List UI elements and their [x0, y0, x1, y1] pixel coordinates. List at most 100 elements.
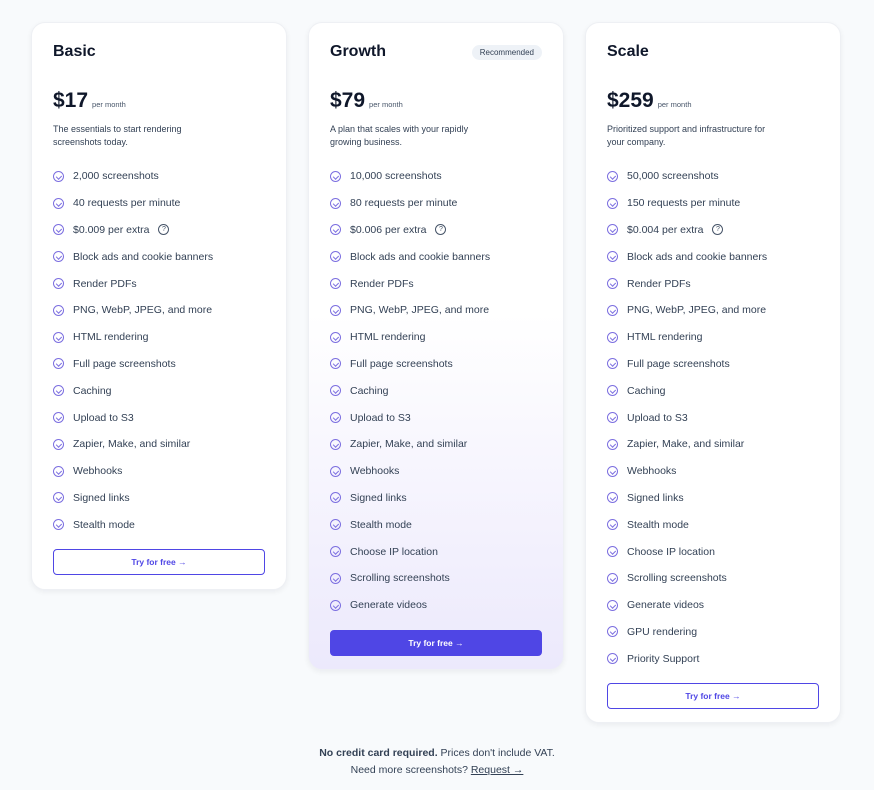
feature-label: Full page screenshots	[350, 357, 453, 370]
check-circle-icon	[607, 412, 618, 424]
plan-card-scale: Scale $259 per month Prioritized support an…	[585, 22, 841, 723]
plan-name: Scale	[607, 43, 649, 60]
try-for-free-button[interactable]: Try for free →	[53, 549, 265, 576]
price-amount: $17	[53, 89, 89, 112]
check-circle-icon	[607, 438, 618, 450]
feature-label: Full page screenshots	[73, 357, 176, 370]
feature-item: 150 requests per minute	[607, 190, 819, 217]
feature-item: $0.004 per extra?	[607, 217, 819, 244]
check-circle-icon	[607, 304, 618, 316]
check-circle-icon	[607, 251, 618, 263]
feature-label: Caching	[627, 384, 666, 397]
feature-label: HTML rendering	[350, 331, 426, 344]
check-circle-icon	[53, 224, 64, 236]
feature-label: HTML rendering	[73, 331, 149, 344]
feature-label: Scrolling screenshots	[627, 572, 727, 585]
request-link[interactable]: Request →	[470, 764, 524, 776]
check-circle-icon	[607, 492, 618, 504]
feature-label: Generate videos	[350, 599, 428, 612]
feature-item: Render PDFs	[53, 270, 265, 297]
try-for-free-button[interactable]: Try for free →	[330, 629, 542, 656]
feature-label: 80 requests per minute	[350, 197, 458, 210]
feature-item: 80 requests per minute	[330, 190, 542, 217]
feature-label: Zapier, Make, and similar	[627, 438, 745, 451]
feature-label: GPU rendering	[627, 625, 698, 638]
more-screenshots-text: Need more screenshots?	[350, 764, 471, 776]
price-period: per month	[369, 100, 403, 109]
plan-name: Growth	[330, 43, 386, 60]
feature-item: Webhooks	[330, 458, 542, 485]
help-icon[interactable]: ?	[435, 224, 447, 236]
feature-item: Upload to S3	[607, 404, 819, 431]
plan-name: Basic	[53, 43, 96, 60]
check-circle-icon	[330, 331, 341, 343]
help-icon[interactable]: ?	[158, 224, 170, 236]
check-circle-icon	[53, 385, 64, 397]
feature-label: Zapier, Make, and similar	[350, 438, 468, 451]
feature-item: Full page screenshots	[607, 351, 819, 378]
feature-label: Signed links	[73, 491, 130, 504]
check-circle-icon	[330, 465, 341, 477]
check-circle-icon	[330, 412, 341, 424]
check-circle-icon	[53, 492, 64, 504]
feature-label: 40 requests per minute	[73, 197, 181, 210]
check-circle-icon	[330, 358, 341, 370]
help-icon[interactable]: ?	[712, 224, 724, 236]
feature-item: PNG, WebP, JPEG, and more	[330, 297, 542, 324]
feature-label: Caching	[73, 384, 112, 397]
feature-item: Caching	[607, 377, 819, 404]
check-circle-icon	[607, 546, 618, 558]
feature-label: Choose IP location	[627, 545, 715, 558]
feature-label: Upload to S3	[627, 411, 688, 424]
check-circle-icon	[330, 438, 341, 450]
feature-list: 10,000 screenshots 80 requests per minute…	[330, 163, 542, 619]
feature-item: Upload to S3	[53, 404, 265, 431]
feature-label: Stealth mode	[627, 518, 689, 531]
feature-label: Webhooks	[350, 465, 400, 478]
feature-item: GPU rendering	[607, 619, 819, 646]
plan-price: $79 per month	[330, 89, 403, 113]
check-circle-icon	[607, 599, 618, 611]
feature-list: 50,000 screenshots 150 requests per minut…	[607, 163, 819, 672]
feature-label: Upload to S3	[73, 411, 134, 424]
feature-item: 50,000 screenshots	[607, 163, 819, 190]
check-circle-icon	[53, 304, 64, 316]
check-circle-icon	[53, 170, 64, 182]
feature-item: Caching	[53, 377, 265, 404]
feature-label: Caching	[350, 384, 389, 397]
feature-label: Upload to S3	[350, 411, 411, 424]
feature-label: Signed links	[350, 491, 407, 504]
check-circle-icon	[53, 412, 64, 424]
price-amount: $259	[607, 89, 654, 112]
feature-item: Caching	[330, 377, 542, 404]
try-for-free-button[interactable]: Try for free →	[607, 683, 819, 710]
check-circle-icon	[330, 546, 341, 558]
feature-list: 2,000 screenshots 40 requests per minute $…	[53, 163, 265, 538]
check-circle-icon	[330, 170, 341, 182]
feature-item: 2,000 screenshots	[53, 163, 265, 190]
feature-label: Render PDFs	[627, 277, 691, 290]
feature-label: PNG, WebP, JPEG, and more	[73, 304, 213, 317]
feature-item: Stealth mode	[53, 511, 265, 538]
feature-item: $0.009 per extra?	[53, 217, 265, 244]
check-circle-icon	[607, 626, 618, 638]
plan-price: $259 per month	[607, 89, 692, 113]
feature-item: $0.006 per extra?	[330, 217, 542, 244]
check-circle-icon	[53, 331, 64, 343]
feature-label: Webhooks	[627, 465, 677, 478]
feature-item: 10,000 screenshots	[330, 163, 542, 190]
price-period: per month	[657, 100, 692, 109]
feature-item: Block ads and cookie banners	[53, 243, 265, 270]
plan-price: $17 per month	[53, 89, 126, 113]
check-circle-icon	[53, 465, 64, 477]
vat-note: Prices don't include VAT.	[437, 747, 555, 759]
feature-item: Webhooks	[607, 458, 819, 485]
plan-description: The essentials to start rendering screen…	[53, 124, 182, 147]
feature-item: 40 requests per minute	[53, 190, 265, 217]
no-credit-card-note: No credit card required.	[319, 747, 438, 759]
feature-item: Signed links	[53, 485, 265, 512]
plan-card-growth: Growth Recommended $79 per month A plan that…	[308, 22, 564, 670]
feature-item: Zapier, Make, and similar	[330, 431, 542, 458]
footer-note: No credit card required. Prices don't in…	[0, 745, 874, 779]
check-circle-icon	[330, 251, 341, 263]
